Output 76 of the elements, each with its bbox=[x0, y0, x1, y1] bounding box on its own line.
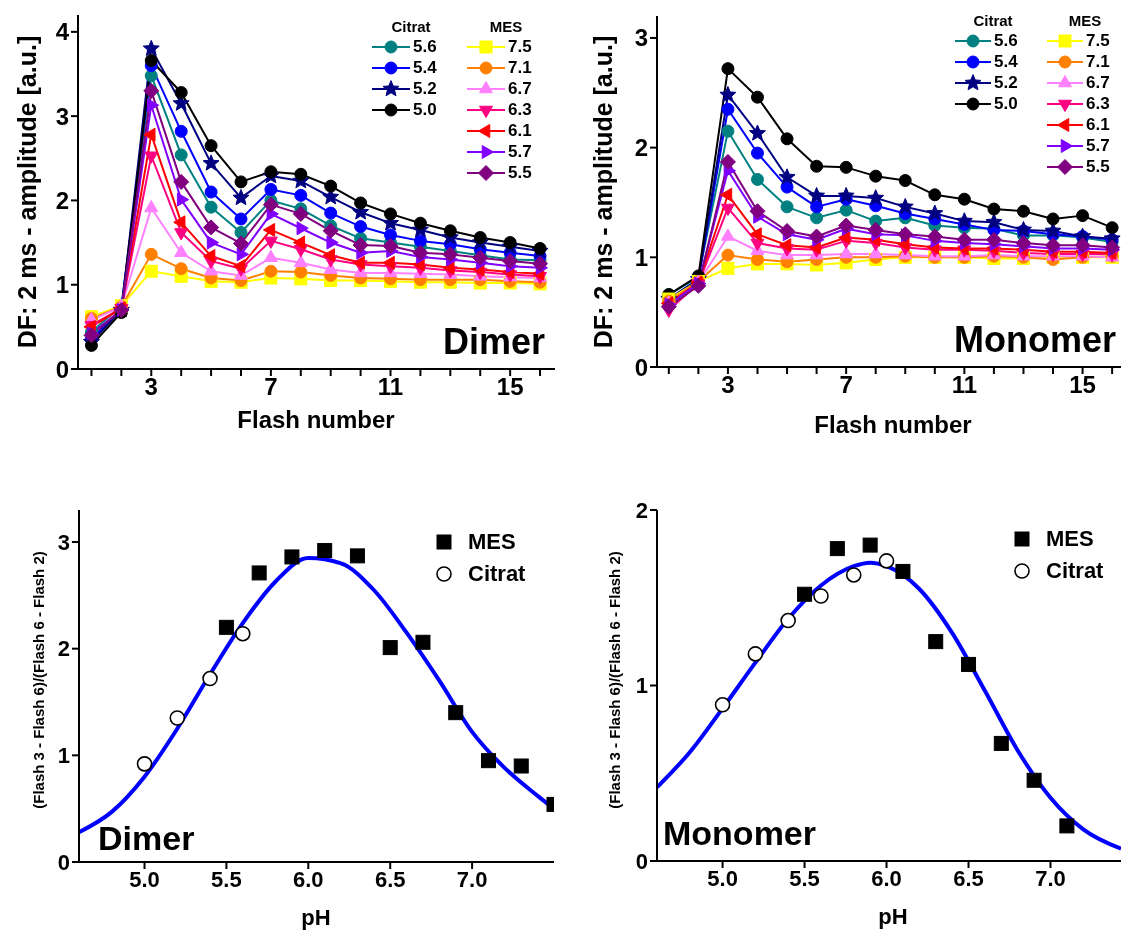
x-tick-label: 15 bbox=[1069, 371, 1096, 399]
legend-label: MES bbox=[468, 529, 516, 555]
legend-label: 5.2 bbox=[413, 79, 437, 99]
legend-label: 5.5 bbox=[508, 163, 532, 183]
legend-label: 6.3 bbox=[1086, 94, 1110, 114]
x-tick-label: 15 bbox=[496, 373, 524, 401]
legend-label: 5.4 bbox=[413, 58, 437, 78]
x-tick-label: 6.5 bbox=[374, 866, 406, 892]
x-tick-label: 7.0 bbox=[456, 866, 488, 892]
legend-label: 5.6 bbox=[994, 31, 1018, 51]
x-axis-title: Flash number bbox=[814, 411, 972, 439]
annotation: MES bbox=[1068, 11, 1102, 29]
y-tick-label: 0 bbox=[57, 849, 70, 875]
y-tick-label: 1 bbox=[57, 743, 70, 769]
y-axis-title: (Flash 3 - Flash 6)/(Flash 6 - Flash 2) bbox=[29, 551, 47, 809]
y-tick-label: 3 bbox=[634, 24, 648, 52]
x-tick-label: 3 bbox=[721, 371, 735, 399]
legend-label: 5.7 bbox=[508, 142, 532, 162]
x-tick-label: 7.0 bbox=[1035, 865, 1066, 891]
annotation: Dimer bbox=[442, 321, 545, 363]
y-tick-label: 1 bbox=[635, 673, 648, 699]
legend-label: 6.7 bbox=[1086, 73, 1110, 93]
legend-label: 5.4 bbox=[994, 52, 1018, 72]
y-tick-label: 0 bbox=[55, 355, 69, 383]
x-tick-label: 5.0 bbox=[129, 866, 160, 892]
annotation: Monomer bbox=[954, 319, 1116, 361]
x-tick-label: 11 bbox=[951, 371, 978, 399]
y-tick-label: 4 bbox=[55, 18, 70, 46]
x-tick-label: 6.0 bbox=[293, 866, 324, 892]
y-tick-label: 2 bbox=[634, 134, 648, 162]
y-tick-label: 1 bbox=[634, 243, 648, 271]
annotation: Monomer bbox=[663, 813, 816, 853]
legend-label: 5.2 bbox=[994, 73, 1018, 93]
x-tick-label: 5.0 bbox=[707, 865, 738, 891]
legend-label: 7.5 bbox=[1086, 31, 1110, 51]
legend-label: 7.1 bbox=[1086, 52, 1110, 72]
x-tick-label: 11 bbox=[377, 373, 404, 401]
y-tick-label: 0 bbox=[635, 848, 648, 874]
legend-label: 5.0 bbox=[994, 94, 1018, 114]
legend-label: Citrat bbox=[1046, 558, 1104, 584]
y-tick-label: 3 bbox=[55, 102, 69, 130]
legend-label: 6.7 bbox=[508, 79, 532, 99]
annotation: MES bbox=[489, 17, 523, 35]
legend-label: 7.5 bbox=[508, 37, 532, 57]
y-tick-label: 2 bbox=[57, 636, 70, 662]
x-tick-label: 5.5 bbox=[789, 865, 820, 891]
annotation: Dimer bbox=[98, 818, 195, 858]
x-axis-title: pH bbox=[878, 904, 908, 930]
legend-label: 7.1 bbox=[508, 58, 532, 78]
legend-label: 6.1 bbox=[508, 121, 532, 141]
legend-label: 5.6 bbox=[413, 37, 437, 57]
y-axis-title: DF: 2 ms - amplitude [a.u.] bbox=[588, 35, 618, 349]
y-axis-title: DF: 2 ms - amplitude [a.u.] bbox=[12, 35, 42, 349]
x-axis-title: Flash number bbox=[237, 406, 395, 434]
x-tick-label: 3 bbox=[144, 373, 158, 401]
legend-label: Citrat bbox=[468, 561, 526, 587]
x-tick-label: 6.0 bbox=[871, 865, 902, 891]
legend-label: 6.3 bbox=[508, 100, 532, 120]
x-tick-label: 7 bbox=[264, 373, 278, 401]
y-tick-label: 2 bbox=[635, 497, 648, 523]
y-tick-label: 2 bbox=[55, 186, 69, 214]
x-tick-label: 6.5 bbox=[953, 865, 984, 891]
y-tick-label: 3 bbox=[57, 529, 70, 555]
annotation: Citrat bbox=[973, 11, 1013, 29]
legend-label: 6.1 bbox=[1086, 115, 1110, 135]
y-tick-label: 0 bbox=[634, 353, 648, 381]
y-tick-label: 1 bbox=[55, 271, 69, 299]
y-axis-title: (Flash 3 - Flash 6)/(Flash 6 - Flash 2) bbox=[605, 551, 623, 809]
legend-label: 5.7 bbox=[1086, 136, 1110, 156]
x-tick-label: 7 bbox=[839, 371, 853, 399]
x-axis-title: pH bbox=[301, 905, 331, 931]
x-tick-label: 5.5 bbox=[211, 866, 242, 892]
legend-label: MES bbox=[1046, 526, 1094, 552]
legend-label: 5.0 bbox=[413, 100, 437, 120]
annotation: Citrat bbox=[391, 17, 431, 35]
legend-label: 5.5 bbox=[1086, 157, 1110, 177]
